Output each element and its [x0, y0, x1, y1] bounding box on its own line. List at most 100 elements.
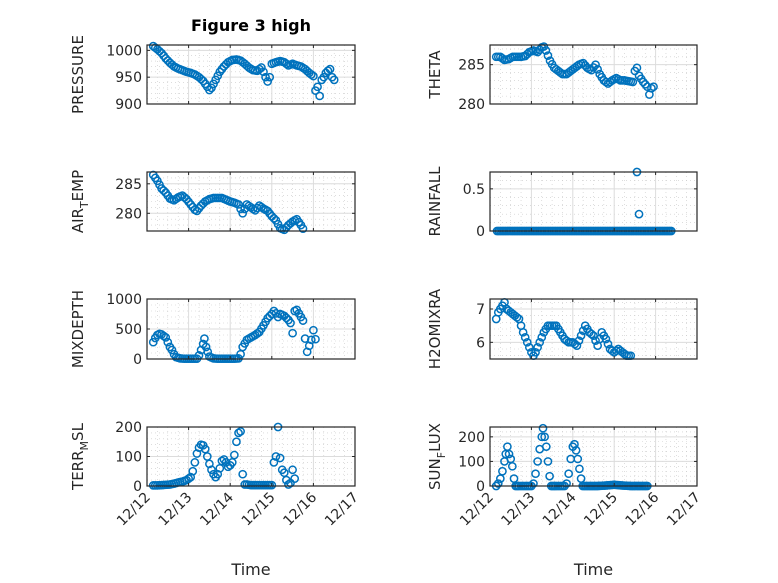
data-point [537, 432, 547, 442]
y-axis-label: THETA [426, 50, 444, 100]
data-point [200, 334, 209, 343]
panel-air_temp: 280 285 AIRTEMP [69, 170, 356, 235]
data-point [288, 465, 297, 475]
data-point [545, 471, 554, 481]
data-point [269, 213, 279, 223]
x-tick-label: 12/13 [498, 490, 538, 530]
data-point [518, 327, 528, 337]
y-tick-label: 285 [458, 58, 485, 74]
data-point [591, 336, 600, 346]
axes-frame [489, 426, 698, 487]
axes-frame [489, 171, 698, 232]
y-tick-label: 0 [133, 352, 142, 368]
y-tick-label: 1000 [106, 43, 142, 59]
y-axis-label: H2OMIXRA [426, 288, 444, 369]
x-tick-label: 12/15 [581, 490, 621, 530]
x-tick-label: 12/13 [156, 490, 196, 530]
data-point [634, 209, 644, 219]
data-point [159, 331, 168, 341]
data-point [234, 200, 243, 209]
data-point [288, 328, 297, 338]
data-point [230, 450, 239, 460]
y-tick-label: 0 [476, 479, 485, 495]
data-point [252, 203, 262, 213]
data-point [309, 325, 318, 335]
data-point [520, 332, 530, 342]
panel-pressure: 900 950 1000 PRESSURE [69, 35, 356, 114]
data-point [188, 466, 198, 476]
y-tick-label: 280 [458, 97, 485, 113]
data-point [325, 64, 335, 74]
x-tick-label: 12/17 [322, 490, 362, 530]
data-point [512, 312, 522, 322]
data-point [522, 337, 532, 347]
data-point [498, 54, 507, 63]
panel-sun_flux: 0 100 200 12/12 12/13 12/14 12/15 12/16 12/17 Tim… [426, 423, 704, 579]
data-point [238, 469, 248, 479]
x-tick-label: 12/14 [197, 489, 237, 529]
y-tick-label: 100 [458, 454, 485, 470]
x-tick-label: 12/15 [239, 490, 279, 530]
y-tick-label: 1000 [106, 292, 142, 308]
y-axis-label: RAINFALL [426, 166, 444, 237]
data-point [190, 458, 200, 467]
data-point [315, 91, 324, 101]
data-point [300, 334, 310, 343]
data-point [271, 452, 281, 461]
data-point [573, 454, 583, 464]
data-point [564, 469, 574, 479]
data-point [306, 70, 316, 79]
panel-terr_msl: 0 100 200 12/12 12/13 12/14 12/15 12/16 12/17 Tim… [69, 420, 362, 579]
data-point [647, 83, 656, 93]
data-point [329, 75, 339, 85]
data-point [234, 354, 243, 363]
data-point [286, 318, 295, 328]
data-point [537, 332, 547, 342]
data-point [535, 337, 545, 347]
data-point [593, 65, 602, 74]
y-axis-label: PRESSURE [69, 35, 87, 114]
data-point [232, 437, 241, 447]
data-point [159, 186, 168, 195]
data-point [167, 345, 177, 355]
data-point [587, 329, 596, 339]
data-point [538, 423, 548, 433]
x-tick-label: 12/14 [540, 489, 580, 529]
x-axis-label: Time [573, 560, 613, 579]
x-tick-label: 12/16 [280, 489, 320, 529]
axes-background [490, 172, 697, 231]
data-point [311, 334, 320, 344]
y-tick-label: 6 [476, 335, 485, 351]
data-point [263, 77, 272, 86]
data-point [309, 71, 318, 81]
y-tick-label: 100 [115, 450, 142, 466]
y-axis-label: AIRTEMP [69, 170, 91, 233]
data-point [531, 469, 540, 479]
data-point [306, 335, 316, 345]
data-point [540, 432, 549, 442]
x-axis-label: Time [230, 560, 270, 579]
y-tick-label: 0 [133, 479, 142, 495]
y-axis-label: MIXDEPTH [69, 290, 87, 368]
data-point [533, 342, 542, 352]
figure-title: Figure 3 high [191, 16, 311, 35]
data-point [649, 82, 658, 92]
axes-frame [489, 298, 698, 360]
x-tick-label: 12/17 [664, 490, 704, 530]
y-tick-label: 7 [476, 302, 485, 318]
data-point [640, 79, 650, 89]
y-axis-label: SUNFLUX [426, 423, 448, 490]
data-point [207, 465, 216, 475]
y-tick-label: 950 [115, 70, 142, 86]
data-point [575, 464, 584, 474]
data-point [576, 331, 586, 341]
data-point [603, 339, 613, 349]
data-point [290, 474, 300, 483]
data-point [282, 59, 291, 69]
data-point [261, 72, 270, 82]
data-point [148, 337, 158, 347]
y-tick-label: 0.5 [463, 182, 485, 198]
y-tick-label: 285 [115, 177, 142, 193]
panel-mixdepth: 0 500 1000 MIXDEPTH [69, 290, 356, 368]
